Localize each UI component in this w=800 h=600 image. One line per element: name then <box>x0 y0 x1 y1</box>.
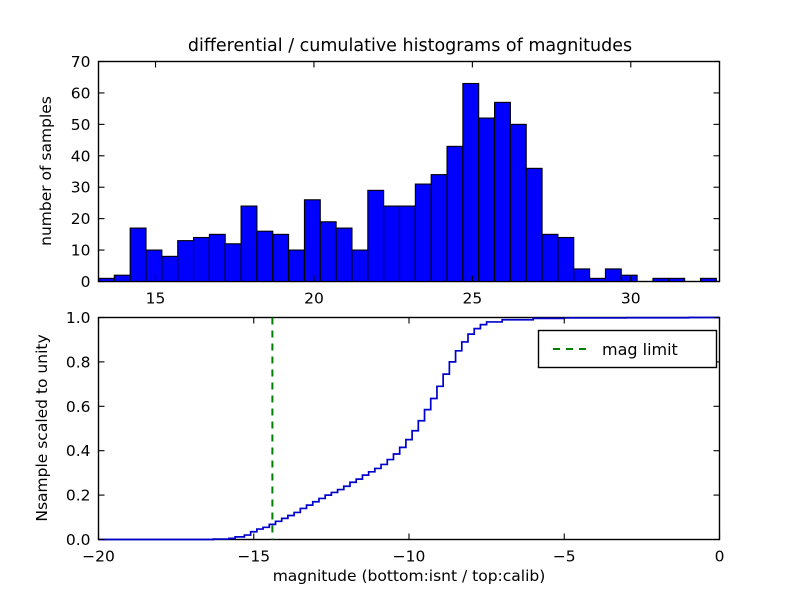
legend[interactable]: mag limit <box>539 331 717 368</box>
top-y-tick-label: 40 <box>71 147 91 165</box>
top-axes: differential / cumulative histograms of … <box>37 36 720 308</box>
histogram-bar <box>605 269 621 282</box>
histogram-bar <box>558 238 574 282</box>
bottom-x-tick-label: −15 <box>237 548 270 566</box>
top-y-tick-label: 10 <box>71 242 91 260</box>
top-x-tick-label: 15 <box>146 290 166 308</box>
histogram-bar <box>241 206 257 281</box>
bottom-y-tick-label: 0.0 <box>66 531 91 549</box>
histogram-bar <box>495 102 511 281</box>
figure-canvas: differential / cumulative histograms of … <box>0 0 800 600</box>
bottom-y-tick-label: 0.2 <box>66 487 91 505</box>
histogram-bar <box>194 238 210 282</box>
bottom-x-tick-label: −10 <box>393 548 426 566</box>
top-y-tick-label: 60 <box>71 84 91 102</box>
top-y-tick-label: 0 <box>81 273 91 291</box>
histogram-bar <box>257 231 273 281</box>
histogram-bar <box>162 256 178 281</box>
histogram-bar <box>415 184 431 281</box>
histogram-bar <box>431 175 447 282</box>
histogram-bar <box>526 168 542 281</box>
histogram-bar <box>114 275 130 281</box>
bottom-y-tick-label: 0.6 <box>66 398 91 416</box>
legend-label-mag-limit: mag limit <box>602 340 678 359</box>
histogram-bars <box>99 84 717 282</box>
bottom-axes: 0.0 0.2 0.4 0.6 0.8 1.0 −20 −15 −10 −5 0 Nsample … <box>33 309 724 585</box>
histogram-bar <box>225 244 241 282</box>
histogram-bar <box>352 250 368 281</box>
histogram-bar <box>510 124 526 281</box>
histogram-bar <box>447 146 463 281</box>
histogram-bar <box>653 278 669 281</box>
histogram-bar <box>399 206 415 281</box>
bottom-y-tick-label: 1.0 <box>66 309 91 327</box>
histogram-bar <box>146 250 162 281</box>
histogram-bar <box>669 278 685 281</box>
histogram-bar <box>368 190 384 281</box>
top-y-tick-label: 70 <box>71 53 91 71</box>
bottom-y-axis-label: Nsample scaled to unity <box>33 334 51 521</box>
histogram-bar <box>336 228 352 281</box>
top-x-tick-label: 30 <box>621 290 641 308</box>
histogram-bar <box>130 228 146 281</box>
histogram-bar <box>320 222 336 282</box>
histogram-bar <box>463 84 479 282</box>
bottom-x-tick-label: −20 <box>82 548 115 566</box>
top-x-tick-label: 25 <box>463 290 483 308</box>
bottom-x-tick-label: 0 <box>715 548 725 566</box>
top-y-tick-label: 50 <box>71 116 91 134</box>
bottom-x-tick-label: −5 <box>553 548 576 566</box>
bottom-x-axis-label: magnitude (bottom:isnt / top:calib) <box>273 567 546 585</box>
histogram-bar <box>304 200 320 282</box>
histogram-bar <box>384 206 400 281</box>
histogram-bar <box>273 234 289 281</box>
histogram-bar <box>574 269 590 282</box>
histogram-bar <box>621 275 637 281</box>
histogram-bar <box>479 118 495 281</box>
histogram-bar <box>542 234 558 281</box>
histogram-bar <box>209 234 225 281</box>
matplotlib-figure: differential / cumulative histograms of … <box>0 0 800 600</box>
bottom-y-tick-label: 0.4 <box>66 442 91 460</box>
top-y-tick-label: 20 <box>71 210 91 228</box>
histogram-bar <box>178 241 194 282</box>
top-y-axis-label: number of samples <box>37 96 55 246</box>
chart-title: differential / cumulative histograms of … <box>188 36 632 56</box>
top-y-tick-label: 30 <box>71 179 91 197</box>
top-x-tick-label: 20 <box>304 290 324 308</box>
histogram-bar <box>289 250 305 281</box>
bottom-y-tick-label: 0.8 <box>66 353 91 371</box>
histogram-bar <box>590 278 606 281</box>
